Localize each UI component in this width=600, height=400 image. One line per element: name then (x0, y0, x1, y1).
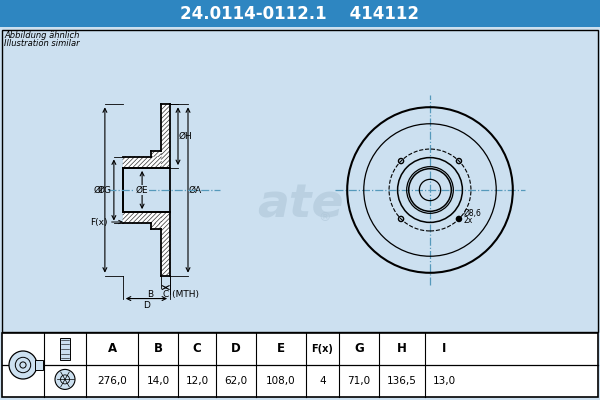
Text: ØE: ØE (136, 186, 148, 194)
Text: E: E (277, 342, 285, 356)
Circle shape (9, 351, 37, 379)
Bar (60, 338, 70, 360)
Bar (151, 224, 161, 230)
Text: ®: ® (318, 212, 331, 224)
Text: 136,5: 136,5 (387, 376, 417, 386)
Text: G: G (354, 342, 364, 356)
Text: 71,0: 71,0 (347, 376, 371, 386)
Text: I: I (442, 342, 446, 356)
Bar (123, 212, 161, 224)
Text: D: D (231, 342, 241, 356)
Bar (151, 150, 161, 156)
Text: ate: ate (257, 182, 343, 228)
Bar (35, 360, 43, 370)
Text: B: B (148, 290, 154, 298)
Text: C: C (193, 342, 202, 356)
Circle shape (55, 370, 75, 390)
Bar (457, 217, 461, 221)
Bar (161, 104, 170, 168)
Bar (0, 0, 600, 27)
Text: 62,0: 62,0 (224, 376, 248, 386)
Text: 276,0: 276,0 (97, 376, 127, 386)
Text: 24.0114-0112.1    414112: 24.0114-0112.1 414112 (181, 5, 419, 23)
Text: ØH: ØH (179, 132, 193, 141)
Text: ØI: ØI (93, 186, 103, 194)
Text: 4: 4 (319, 376, 326, 386)
Bar (123, 168, 170, 212)
Bar (161, 212, 170, 276)
Text: Illustration similar: Illustration similar (4, 39, 80, 48)
Text: 2x: 2x (464, 216, 473, 226)
Bar (123, 156, 161, 168)
Text: 12,0: 12,0 (185, 376, 209, 386)
Text: Abbildung ähnlich: Abbildung ähnlich (4, 31, 79, 40)
Text: B: B (154, 342, 163, 356)
Text: H: H (397, 342, 407, 356)
Text: F(x): F(x) (311, 344, 334, 354)
Text: C (MTH): C (MTH) (163, 290, 199, 298)
Text: 108,0: 108,0 (266, 376, 296, 386)
Bar (2, 333, 598, 397)
Text: ØG: ØG (98, 186, 112, 194)
Text: 13,0: 13,0 (433, 376, 456, 386)
Text: 14,0: 14,0 (146, 376, 170, 386)
Text: ØA: ØA (189, 186, 202, 194)
Text: Ø8,6: Ø8,6 (464, 210, 481, 218)
Text: F(x): F(x) (91, 218, 108, 226)
Text: A: A (107, 342, 116, 356)
Bar (2, 30, 598, 332)
Text: D: D (143, 300, 150, 310)
